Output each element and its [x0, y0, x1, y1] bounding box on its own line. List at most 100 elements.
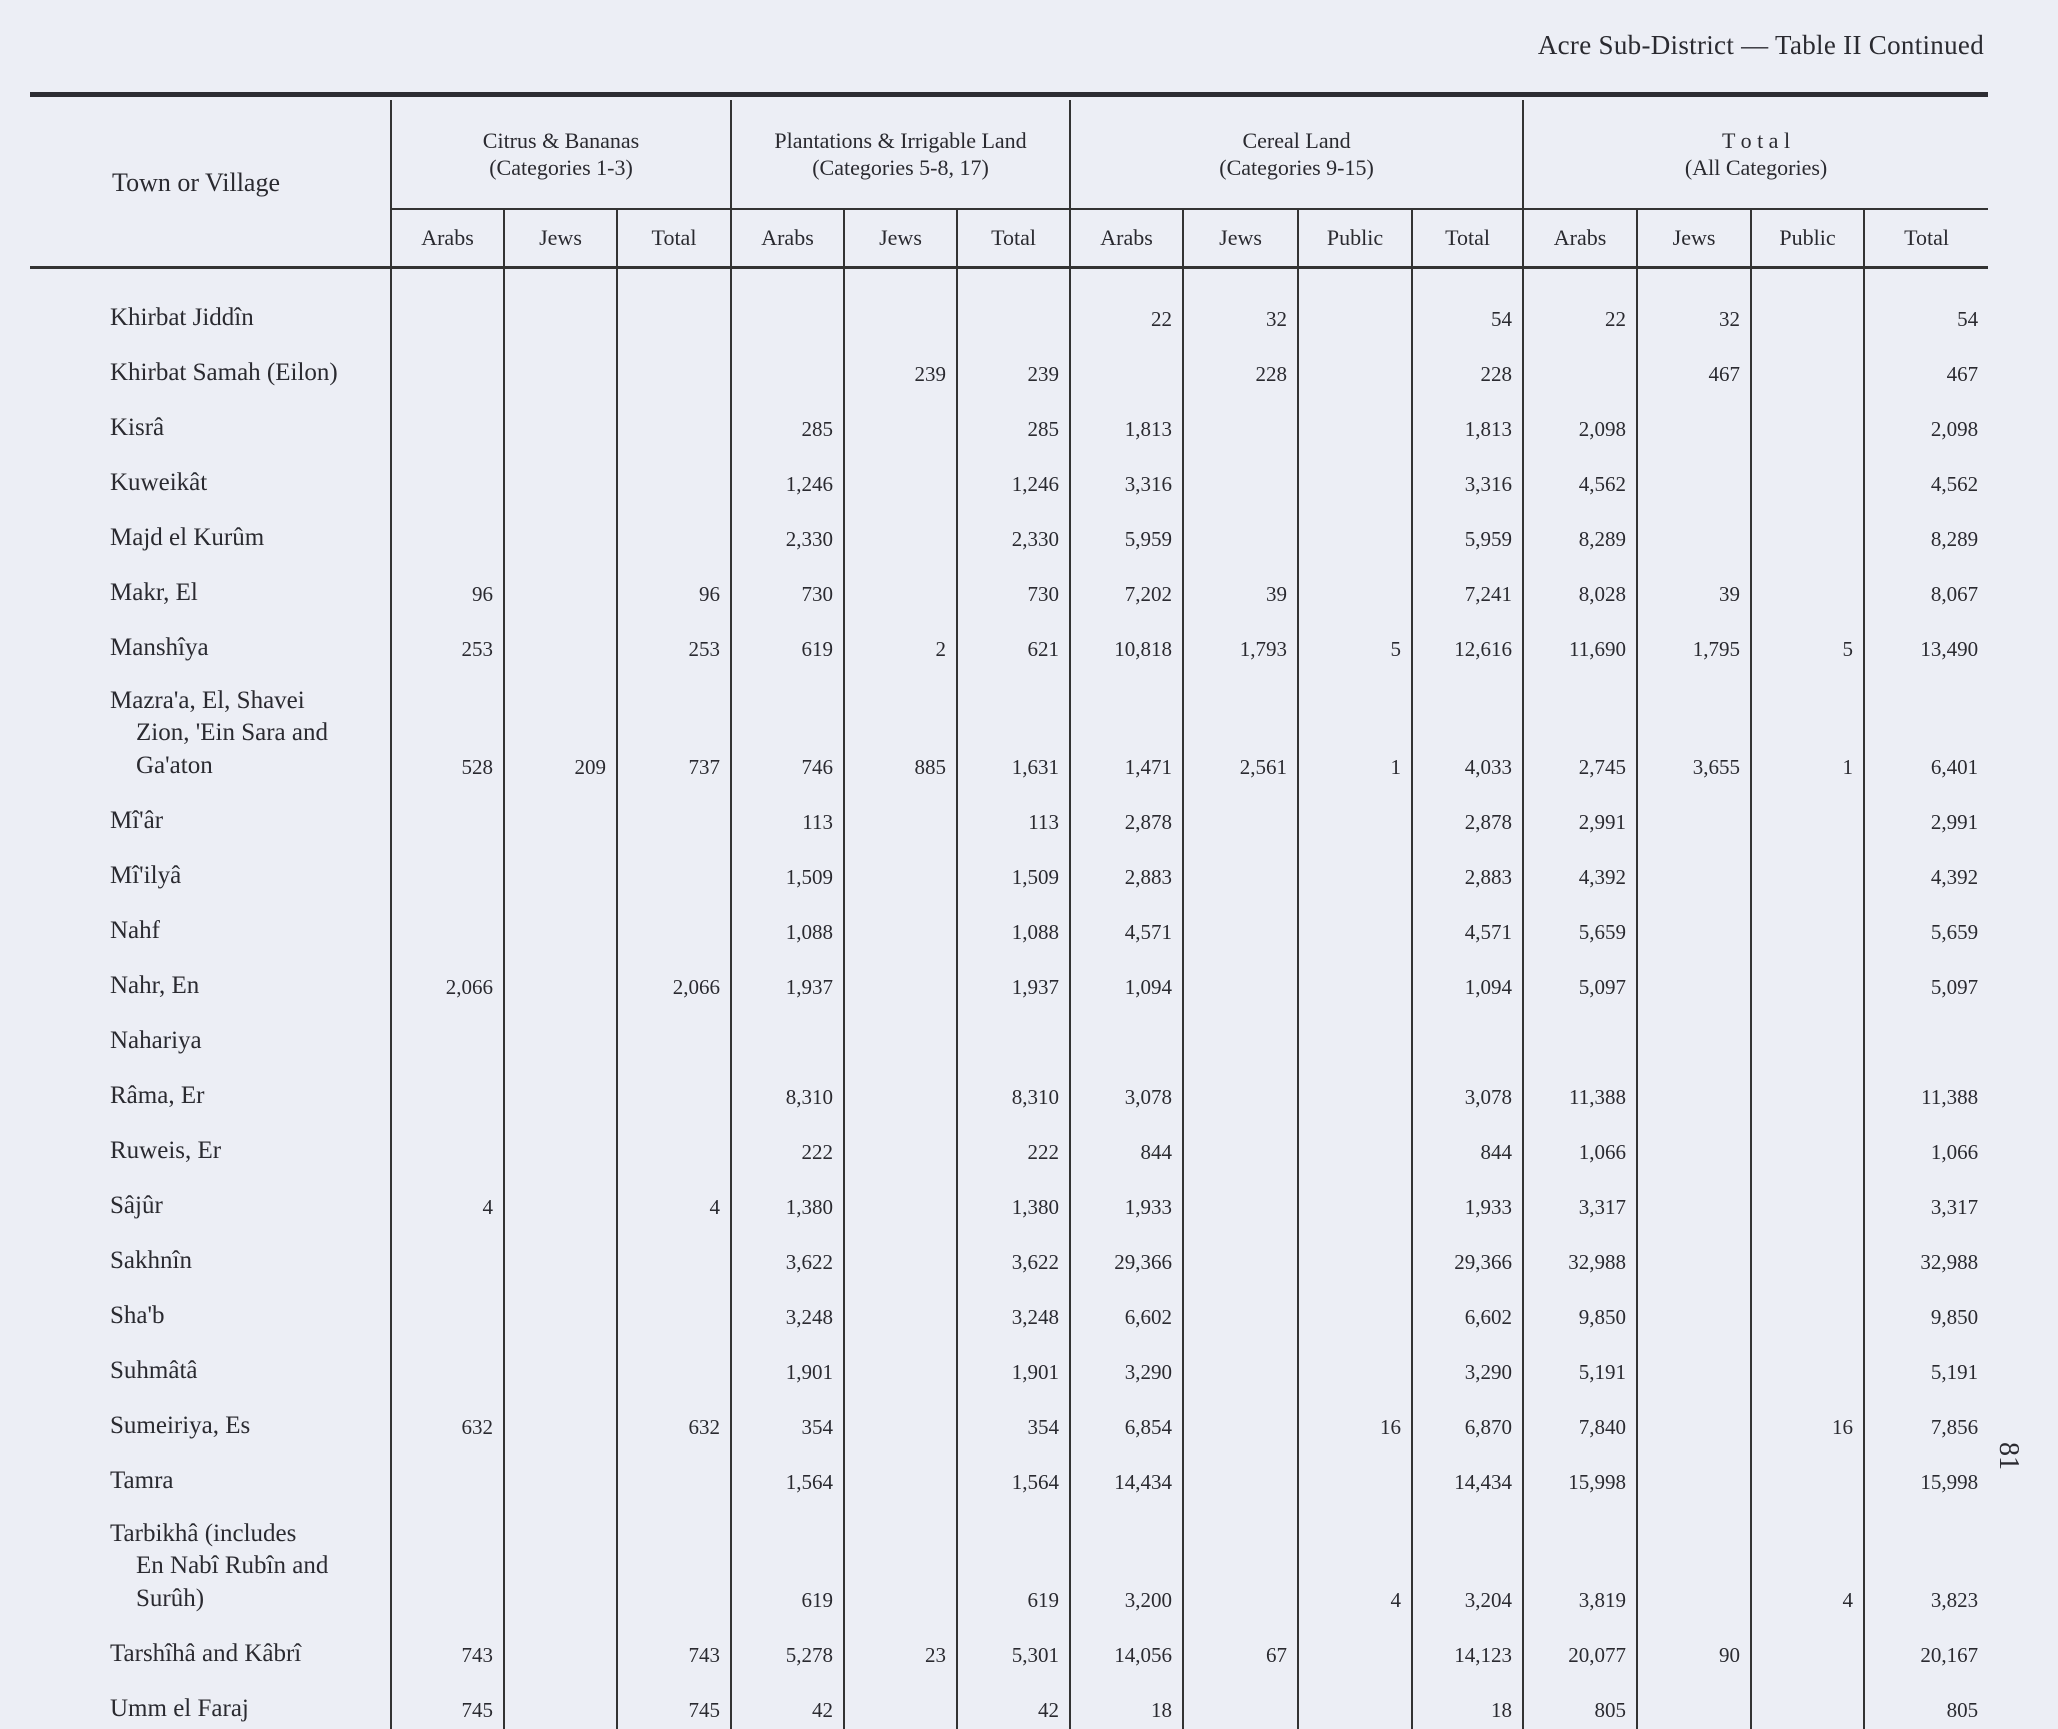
table-cell [1298, 503, 1412, 558]
table-cell: 3,078 [1070, 1061, 1183, 1116]
table-cell: 8,028 [1523, 558, 1637, 613]
table-cell: 222 [731, 1116, 844, 1171]
table-cell [1637, 1336, 1751, 1391]
table-cell [1751, 1674, 1864, 1729]
table-cell [1298, 448, 1412, 503]
table-cell [391, 393, 504, 448]
table-cell [1751, 558, 1864, 613]
column-header: Jews [1183, 209, 1298, 268]
table-cell [391, 448, 504, 503]
table-cell: 222 [957, 1116, 1070, 1171]
table-cell: 7,840 [1523, 1391, 1637, 1446]
table-cell: 4 [391, 1171, 504, 1226]
top-rule [30, 92, 1988, 97]
table-cell: 528 [391, 668, 504, 786]
town-name-line: Nahariya [110, 1025, 380, 1058]
table-cell: 844 [1070, 1116, 1183, 1171]
table-cell [1298, 1619, 1412, 1674]
table-cell: 743 [617, 1619, 731, 1674]
column-header: Jews [504, 209, 617, 268]
table-cell [504, 1171, 617, 1226]
column-group-header: T o t a l(All Categories) [1523, 100, 1988, 209]
table-cell [1637, 1226, 1751, 1281]
table-cell [1298, 1281, 1412, 1336]
table-cell: 3,290 [1070, 1336, 1183, 1391]
table-cell: 1,509 [731, 841, 844, 896]
table-cell [844, 1501, 957, 1619]
table-cell [1183, 951, 1298, 1006]
table-cell: 5,659 [1864, 896, 1988, 951]
town-name: Nahf [30, 896, 391, 951]
table-cell [1298, 1061, 1412, 1116]
group-title: Citrus & Bananas [392, 127, 730, 155]
table-cell: 1,066 [1864, 1116, 1988, 1171]
table-cell [504, 896, 617, 951]
table-cell [1298, 338, 1412, 393]
table-cell [1298, 1226, 1412, 1281]
table-cell: 1,564 [957, 1446, 1070, 1501]
table-cell: 1,937 [731, 951, 844, 1006]
column-header: Public [1751, 209, 1864, 268]
table-cell [1183, 1446, 1298, 1501]
table-cell [391, 1061, 504, 1116]
table-cell: 1,933 [1070, 1171, 1183, 1226]
table-cell [391, 268, 504, 339]
table-cell [504, 786, 617, 841]
table-cell: 746 [731, 668, 844, 786]
town-name-line: Umm el Faraj [110, 1693, 380, 1726]
table-cell: 10,818 [1070, 613, 1183, 668]
table-cell: 632 [617, 1391, 731, 1446]
table-cell [1637, 448, 1751, 503]
table-cell [1637, 1281, 1751, 1336]
table-cell [504, 1446, 617, 1501]
table-cell [1637, 896, 1751, 951]
running-head: Acre Sub-District — Table II Continued [1538, 30, 1984, 61]
table-cell [504, 951, 617, 1006]
town-name: Nahr, En [30, 951, 391, 1006]
table-cell: 8,310 [957, 1061, 1070, 1116]
town-name-line: Tamra [110, 1465, 380, 1498]
table-cell: 467 [1637, 338, 1751, 393]
table-cell: 3,248 [957, 1281, 1070, 1336]
table-cell: 6,602 [1070, 1281, 1183, 1336]
table-cell: 4 [1751, 1501, 1864, 1619]
table-cell: 14,434 [1412, 1446, 1523, 1501]
table-cell [1183, 786, 1298, 841]
group-subtitle: (Categories 9-15) [1071, 154, 1522, 182]
table-cell [504, 268, 617, 339]
town-name: Râma, Er [30, 1061, 391, 1116]
table-cell: 5,659 [1523, 896, 1637, 951]
column-header: Arabs [731, 209, 844, 268]
town-name-line: Tarbikhâ (includes [110, 1518, 380, 1551]
table-cell: 253 [617, 613, 731, 668]
table-cell [1751, 841, 1864, 896]
table-cell [391, 1501, 504, 1619]
table-cell: 39 [1183, 558, 1298, 613]
table-cell [957, 268, 1070, 339]
table-cell: 5 [1751, 613, 1864, 668]
table-cell: 9,850 [1523, 1281, 1637, 1336]
table-cell [731, 1006, 844, 1061]
table-cell: 285 [731, 393, 844, 448]
table-cell [731, 268, 844, 339]
table-cell [391, 338, 504, 393]
table-cell: 1,471 [1070, 668, 1183, 786]
table-cell: 621 [957, 613, 1070, 668]
table-cell [504, 1226, 617, 1281]
table-cell [391, 1006, 504, 1061]
town-name-line: Nahf [110, 915, 380, 948]
table-cell: 632 [391, 1391, 504, 1446]
table-cell: 4,392 [1523, 841, 1637, 896]
table-cell [844, 1674, 957, 1729]
table-cell: 1,795 [1637, 613, 1751, 668]
table-cell [1183, 1116, 1298, 1171]
table-cell: 15,998 [1523, 1446, 1637, 1501]
town-name: Sha'b [30, 1281, 391, 1336]
table-cell: 3,622 [731, 1226, 844, 1281]
table-cell [1298, 1446, 1412, 1501]
